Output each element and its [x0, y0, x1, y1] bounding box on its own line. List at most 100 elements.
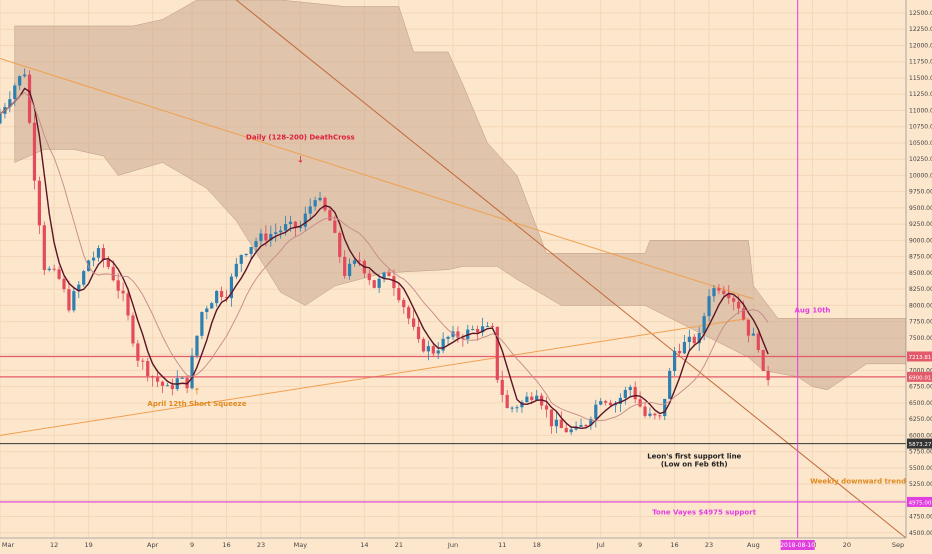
x-tick-label: 16	[670, 541, 678, 549]
date-marker-box	[780, 540, 815, 550]
candle-body	[544, 405, 549, 410]
trend-line	[236, 0, 907, 539]
candle-body	[8, 99, 12, 107]
up-arrow-icon: ↑	[193, 387, 201, 397]
candle-body	[584, 425, 588, 427]
candle-body	[638, 399, 642, 407]
candle-body	[476, 329, 480, 333]
y-tick-label: 10000.00	[909, 172, 932, 179]
x-tick-label: Jul	[596, 541, 605, 549]
candle-body	[200, 312, 204, 336]
candle-body	[234, 263, 238, 277]
candle-body	[347, 263, 352, 277]
candle-body	[471, 329, 475, 331]
candle-body	[549, 409, 554, 427]
y-tick-label: 10250.00	[909, 156, 932, 163]
candle-body	[643, 406, 647, 416]
candle-body	[136, 343, 140, 361]
candle-body	[416, 326, 421, 340]
y-tick-label: 9500.00	[909, 205, 932, 212]
candle-body	[559, 419, 563, 429]
ma-slow-line	[0, 92, 769, 422]
candle-body	[82, 271, 86, 285]
y-tick-label: 12250.00	[909, 26, 932, 33]
candle-body	[190, 355, 194, 389]
candle-body	[387, 272, 391, 277]
candle-body	[648, 413, 652, 416]
y-tick-label: 7500.00	[909, 335, 932, 342]
candle-body	[525, 396, 529, 403]
y-tick-label: 8250.00	[909, 286, 932, 293]
x-tick-label: Sep	[892, 541, 904, 549]
candle-body	[702, 316, 706, 334]
candle-body	[515, 407, 519, 409]
candle-body	[72, 291, 76, 311]
candle-body	[293, 221, 298, 229]
candle-body	[254, 241, 258, 248]
candle-body	[67, 289, 71, 311]
candle-body	[303, 213, 307, 227]
candle-body	[633, 387, 637, 400]
candle-body	[215, 290, 219, 304]
candle-body	[461, 337, 465, 340]
candle-body	[219, 290, 224, 297]
candle-body	[101, 248, 106, 260]
candle-body	[23, 74, 27, 77]
x-tick-label: Mar	[2, 541, 15, 549]
candle-body	[180, 377, 184, 379]
y-tick-label: 6000.00	[909, 432, 932, 439]
y-tick-label: 11500.00	[909, 75, 932, 82]
candle-body	[530, 396, 534, 401]
candle-body	[692, 336, 696, 344]
candle-body	[495, 326, 499, 380]
candle-body	[436, 350, 440, 354]
level-price-box	[907, 371, 932, 382]
x-tick-label: 11	[498, 541, 506, 549]
candle-body	[62, 278, 66, 290]
candle-body	[18, 76, 22, 86]
candle-body	[727, 293, 731, 299]
candle-body	[717, 288, 721, 291]
x-tick-label: 19	[84, 541, 92, 549]
candle-body	[579, 425, 583, 427]
y-tick-label: 4500.00	[909, 530, 932, 537]
x-axis-background	[0, 538, 932, 550]
candle-body	[510, 407, 514, 409]
level-price-box	[907, 496, 932, 507]
candle-body	[170, 385, 174, 390]
y-tick-label: 7000.00	[909, 367, 932, 374]
candle-body	[328, 210, 332, 221]
ma-fast-line	[0, 87, 769, 430]
y-tick-label: 10500.00	[909, 140, 932, 147]
candle-body	[269, 233, 273, 241]
candle-body	[756, 333, 760, 351]
candle-body	[91, 257, 96, 261]
candle-body	[283, 224, 288, 231]
x-tick-label: Apr	[147, 541, 159, 549]
candle-body	[308, 206, 312, 214]
y-tick-label: 8750.00	[909, 254, 932, 261]
candle-body	[333, 220, 337, 233]
y-tick-label: 11250.00	[909, 91, 932, 98]
candle-body	[352, 260, 357, 264]
candle-body	[712, 288, 716, 297]
y-tick-label: 6500.00	[909, 400, 932, 407]
candle-body	[441, 338, 445, 351]
candle-body	[146, 361, 150, 377]
x-axis: Mar 12 19 Apr 9 16 23 May 14 21 Jun 11 18 Jul 9 16 23 Aug…	[0, 537, 932, 550]
candle-body	[338, 232, 342, 257]
y-tick-label: 6750.00	[909, 384, 932, 391]
annotation: April 12th Short Squeeze	[147, 400, 246, 408]
candle-body	[456, 331, 460, 338]
candle-body	[682, 342, 687, 354]
y-tick-label: 8000.00	[909, 302, 932, 309]
candle-body	[446, 336, 450, 339]
candle-body	[392, 276, 396, 289]
candle-body	[77, 284, 81, 292]
y-tick-label: 11750.00	[909, 59, 932, 66]
x-tick-label: Jun	[447, 541, 458, 549]
candle-body	[608, 402, 613, 406]
candle-body	[288, 221, 293, 225]
candle-body	[47, 268, 51, 271]
